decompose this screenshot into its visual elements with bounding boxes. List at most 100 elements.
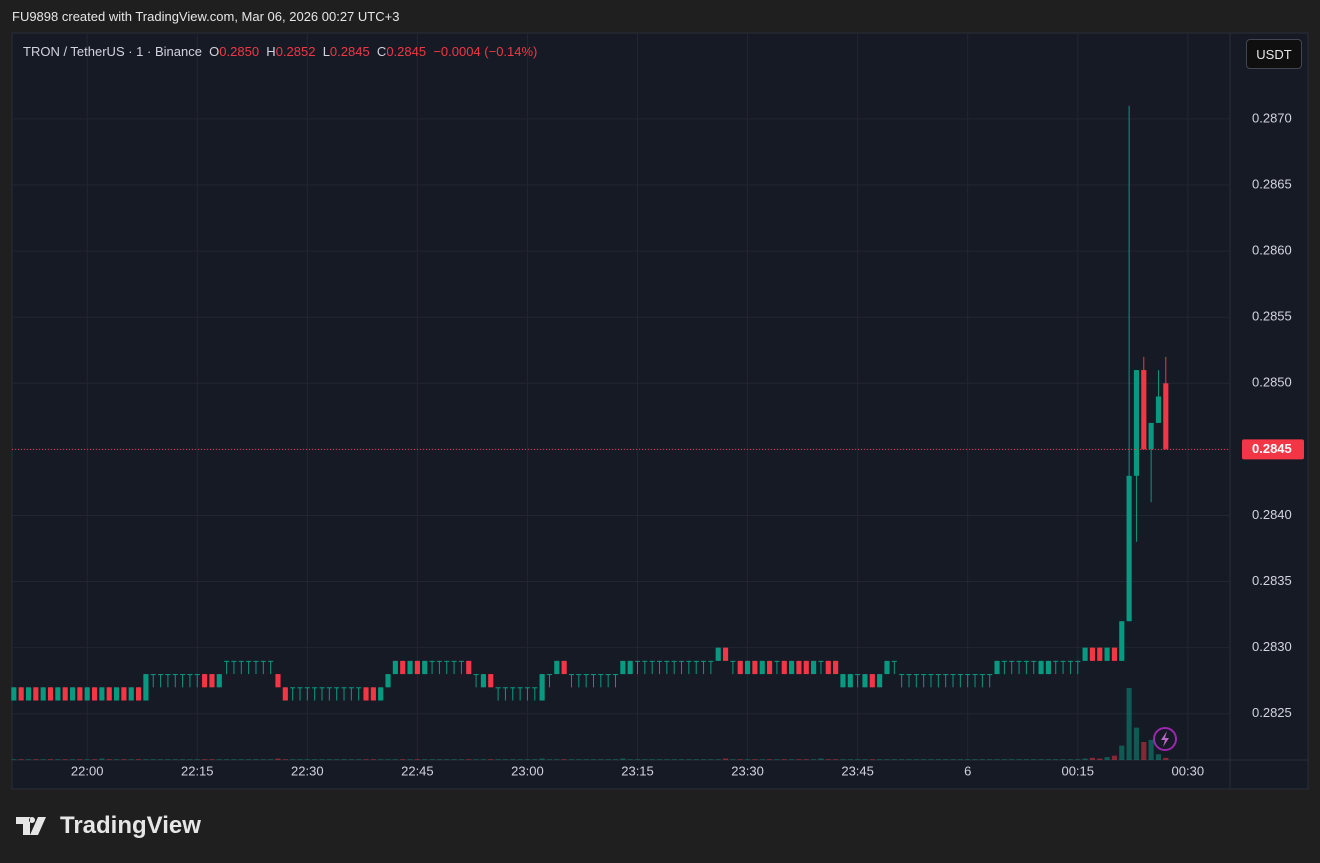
volume-bar bbox=[693, 759, 699, 760]
candle-body bbox=[987, 674, 993, 676]
candle-body bbox=[429, 660, 435, 662]
volume-bar bbox=[1038, 759, 1044, 760]
volume-bar bbox=[356, 759, 362, 760]
volume-bar bbox=[1001, 759, 1007, 760]
volume-bar bbox=[664, 759, 670, 760]
volume-bar bbox=[33, 759, 39, 760]
volume-bar bbox=[715, 759, 721, 760]
volume-bar bbox=[1097, 758, 1103, 760]
volume-bar bbox=[136, 759, 142, 760]
volume-bar bbox=[392, 759, 398, 760]
candle-body bbox=[840, 674, 846, 688]
candle-body bbox=[774, 660, 780, 662]
candles bbox=[11, 105, 1230, 701]
close-label: C bbox=[376, 44, 387, 59]
volume-bar bbox=[84, 759, 90, 760]
volume-bar bbox=[700, 759, 707, 760]
candle-body bbox=[363, 687, 369, 701]
logo-text: TradingView bbox=[60, 812, 201, 839]
volume-bar bbox=[987, 759, 993, 760]
volume-bar bbox=[209, 759, 215, 760]
volume-bar bbox=[884, 759, 890, 760]
volume-bar bbox=[128, 759, 134, 760]
candle-body bbox=[965, 674, 971, 676]
volume-bar bbox=[825, 759, 831, 760]
volume-bar bbox=[759, 759, 765, 760]
candle-body bbox=[238, 660, 244, 662]
candle-body bbox=[18, 687, 24, 701]
candle-body bbox=[561, 660, 567, 675]
volume-bar bbox=[238, 759, 244, 760]
candle-body bbox=[209, 674, 215, 688]
candle-body bbox=[855, 674, 861, 676]
volume-bar bbox=[216, 759, 222, 760]
candle-body bbox=[370, 687, 376, 701]
x-tick-label: 00:15 bbox=[1061, 763, 1094, 778]
volume-bar bbox=[246, 759, 252, 760]
volume-bar bbox=[113, 759, 120, 760]
volume-bar bbox=[656, 759, 663, 760]
candle-body bbox=[378, 687, 384, 701]
volume-bar bbox=[319, 759, 325, 760]
volume-bar bbox=[458, 759, 464, 760]
candle-body bbox=[422, 660, 428, 675]
candle-body bbox=[693, 660, 699, 662]
candle-body bbox=[1075, 660, 1081, 662]
candle-body bbox=[1045, 660, 1051, 675]
volume-bar bbox=[466, 759, 472, 760]
candle-body bbox=[789, 660, 795, 675]
candle-body bbox=[62, 687, 68, 701]
legend: TRON / TetherUS · 1 · Binance O0.2850 H0… bbox=[23, 44, 537, 59]
candle-body bbox=[1053, 660, 1059, 662]
candle-body bbox=[231, 660, 237, 662]
candle-body bbox=[290, 687, 296, 689]
volume-bar bbox=[172, 759, 178, 760]
volume-bar bbox=[106, 759, 112, 760]
candle-body bbox=[715, 647, 721, 661]
candle-body bbox=[436, 660, 442, 662]
volume-bar bbox=[370, 759, 376, 760]
candle-body bbox=[921, 674, 927, 676]
candle-body bbox=[326, 687, 332, 689]
candle-body bbox=[282, 687, 288, 701]
volume-bar bbox=[488, 759, 494, 760]
candle-body bbox=[47, 687, 54, 701]
candle-body bbox=[913, 674, 919, 676]
candle-body bbox=[576, 674, 582, 676]
alert-icon[interactable] bbox=[1153, 727, 1177, 751]
candle-body bbox=[1031, 660, 1037, 662]
volume-bar bbox=[99, 758, 105, 760]
candle-body bbox=[165, 674, 171, 676]
candle-body bbox=[767, 660, 773, 675]
y-tick-label: 0.2850 bbox=[1252, 375, 1292, 390]
candle-body bbox=[312, 687, 318, 689]
volume-bar bbox=[150, 759, 156, 760]
candle-body bbox=[1148, 422, 1154, 450]
volume-bar bbox=[627, 759, 633, 760]
candle-body bbox=[935, 674, 941, 676]
volume-bar bbox=[634, 759, 641, 760]
volume-bar bbox=[194, 759, 200, 760]
candle-body bbox=[884, 660, 890, 675]
volume-bar bbox=[414, 759, 420, 760]
volume-bar bbox=[18, 759, 24, 760]
volume-bar bbox=[1016, 759, 1022, 760]
volume-bar bbox=[774, 759, 780, 760]
currency-button[interactable]: USDT bbox=[1246, 39, 1302, 69]
candle-body bbox=[1067, 660, 1073, 662]
candle-body bbox=[708, 660, 714, 662]
volume-bar bbox=[583, 759, 589, 760]
candle-body bbox=[172, 674, 178, 676]
x-tick-label: 23:00 bbox=[511, 763, 544, 778]
symbol: TRON / TetherUS · 1 · Binance bbox=[23, 44, 202, 59]
volume-bar bbox=[620, 758, 626, 760]
volume-bar bbox=[304, 759, 310, 760]
volume-bar bbox=[202, 759, 208, 760]
volume-bar bbox=[334, 759, 340, 760]
candle-body bbox=[400, 660, 406, 675]
volume-bar bbox=[686, 759, 692, 760]
candle-body bbox=[77, 687, 83, 701]
candle-body bbox=[194, 674, 200, 676]
last-price-badge bbox=[1242, 439, 1304, 460]
candle-body bbox=[862, 674, 868, 688]
